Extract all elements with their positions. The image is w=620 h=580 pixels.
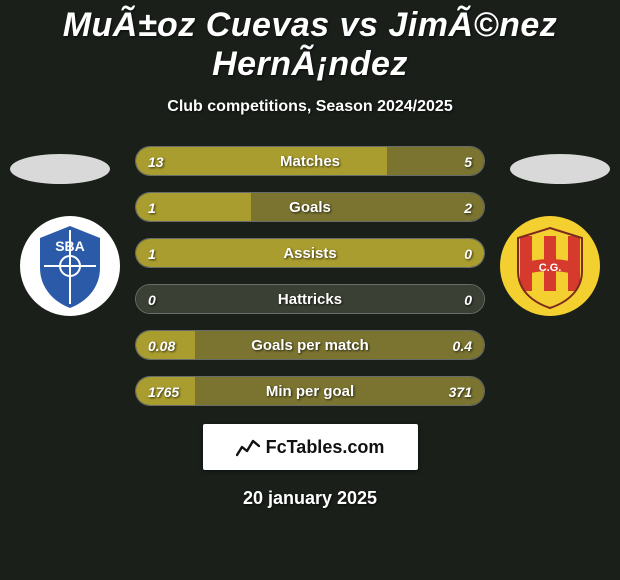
player-photo-left <box>10 154 110 184</box>
brand-icon <box>236 437 260 457</box>
snapshot-date: 20 january 2025 <box>0 488 620 509</box>
player-photo-right <box>510 154 610 184</box>
svg-text:C.G.: C.G. <box>539 262 562 274</box>
stat-row: 00Hattricks <box>135 284 485 314</box>
svg-text:SBA: SBA <box>55 238 85 254</box>
club-badge-left: SBA <box>20 216 120 316</box>
brand-label: FcTables.com <box>266 437 385 458</box>
stat-row: 0.080.4Goals per match <box>135 330 485 360</box>
stat-row: 12Goals <box>135 192 485 222</box>
brand-box: FcTables.com <box>203 424 418 470</box>
stat-row: 135Matches <box>135 146 485 176</box>
subtitle: Club competitions, Season 2024/2025 <box>0 98 620 116</box>
club-badge-right: C.G. <box>500 216 600 316</box>
stat-row: 10Assists <box>135 238 485 268</box>
page-title: MuÃ±oz Cuevas vs JimÃ©nez HernÃ¡ndez <box>0 0 620 84</box>
stats-list: 135Matches 12Goals 10Assists 00Hattricks 0.0… <box>135 144 485 406</box>
stat-row: 1765371Min per goal <box>135 376 485 406</box>
comparison-panel: SBA C.G. 135Matches 12Goals 10Assists 00Hat… <box>0 144 620 509</box>
